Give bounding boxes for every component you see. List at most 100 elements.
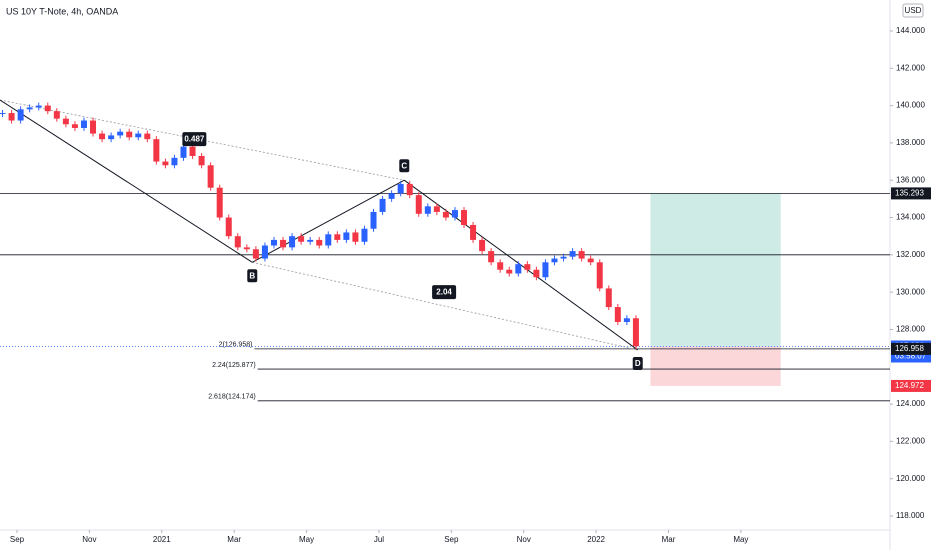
x-tick-label: Nov <box>82 535 96 544</box>
candle <box>225 217 232 237</box>
pattern-leg <box>0 99 253 263</box>
price-tag <box>891 379 931 392</box>
price-tag <box>891 342 931 355</box>
candle <box>289 236 296 248</box>
candle <box>470 224 477 240</box>
candle <box>352 232 359 242</box>
candle <box>180 146 187 158</box>
candle <box>135 133 142 138</box>
point-label-bg <box>632 356 643 370</box>
candle <box>433 206 440 212</box>
x-tick-label: Mar <box>227 535 241 544</box>
candle <box>198 155 205 166</box>
candle <box>424 206 431 214</box>
ratio-label: 0.487 <box>184 134 205 143</box>
y-tick-label: 128.000 <box>896 325 925 334</box>
candle <box>524 264 531 270</box>
candle <box>506 269 513 274</box>
candle <box>415 195 422 214</box>
y-tick-label: 136.000 <box>896 175 925 184</box>
candle <box>334 234 341 240</box>
x-tick-label: 2022 <box>587 535 605 544</box>
candle <box>560 256 567 259</box>
candle <box>361 228 368 242</box>
loss-zone <box>650 346 781 386</box>
point-label-bg <box>247 269 258 283</box>
candle <box>207 165 214 188</box>
candle <box>26 107 33 110</box>
candle <box>461 210 468 225</box>
candle <box>316 239 323 246</box>
candle <box>569 251 576 257</box>
x-tick-label: Sep <box>10 535 25 544</box>
candle <box>44 105 51 112</box>
candle <box>17 109 24 121</box>
candle <box>243 247 250 250</box>
x-tick-label: Mar <box>662 535 676 544</box>
currency-button[interactable] <box>902 3 924 18</box>
candle <box>614 307 621 322</box>
ratio-label: 2.04 <box>436 287 452 296</box>
candle <box>126 131 133 138</box>
x-tick-label: Jul <box>374 535 384 544</box>
countdown: 03:58:07 <box>895 352 927 361</box>
candle <box>542 262 549 278</box>
candle <box>252 249 259 259</box>
candle <box>451 210 458 218</box>
fib-label: 2.24(125.877) <box>212 362 256 369</box>
x-tick-label: May <box>733 535 748 544</box>
candle <box>442 211 449 218</box>
candle <box>587 258 594 263</box>
price-tag <box>891 187 931 200</box>
candle <box>162 161 169 166</box>
x-tick-label: May <box>299 535 314 544</box>
y-tick-label: 120.000 <box>896 474 925 483</box>
candle <box>53 111 60 119</box>
pattern-leg <box>252 179 405 263</box>
candle <box>216 187 223 218</box>
candle <box>35 105 42 108</box>
candle <box>578 251 585 259</box>
fib-label: 2.618(124.174) <box>208 394 255 401</box>
candle <box>234 236 241 248</box>
y-tick-label: 118.000 <box>896 511 925 520</box>
pattern-dotted <box>252 261 638 351</box>
candle <box>533 269 540 278</box>
candle <box>497 262 504 270</box>
x-tick-label: Sep <box>444 535 459 544</box>
candle <box>0 113 6 115</box>
y-tick-label: 132.000 <box>896 250 925 259</box>
y-tick-label: 130.000 <box>896 287 925 296</box>
candle <box>488 251 495 263</box>
y-tick-label: 142.000 <box>896 63 925 72</box>
point-label: D <box>635 359 641 368</box>
y-tick-label: 124.000 <box>896 399 925 408</box>
chart-title: US 10Y T-Note, 4h, OANDA <box>6 6 118 16</box>
ratio-bg <box>432 285 457 300</box>
y-tick-label: 144.000 <box>896 26 925 35</box>
x-tick-label: Nov <box>517 535 531 544</box>
candle <box>623 318 630 322</box>
candle <box>298 236 305 242</box>
candle <box>171 157 178 166</box>
currency[interactable]: USD <box>905 6 922 15</box>
y-tick-label: 134.000 <box>896 213 925 222</box>
price-tag-label: 124.972 <box>895 381 924 390</box>
candle <box>144 133 151 140</box>
candle <box>261 245 268 259</box>
candle <box>605 288 612 308</box>
price-tag-label: 126.958 <box>895 344 924 353</box>
candle <box>343 232 350 240</box>
candle <box>108 135 115 140</box>
candle <box>153 139 160 162</box>
candle <box>379 198 386 212</box>
candle <box>80 120 87 128</box>
y-tick-label: 138.000 <box>896 138 925 147</box>
candle <box>99 133 106 140</box>
point-label-bg <box>399 159 410 173</box>
candle <box>8 113 15 121</box>
candle <box>596 262 603 289</box>
candle <box>71 124 78 128</box>
